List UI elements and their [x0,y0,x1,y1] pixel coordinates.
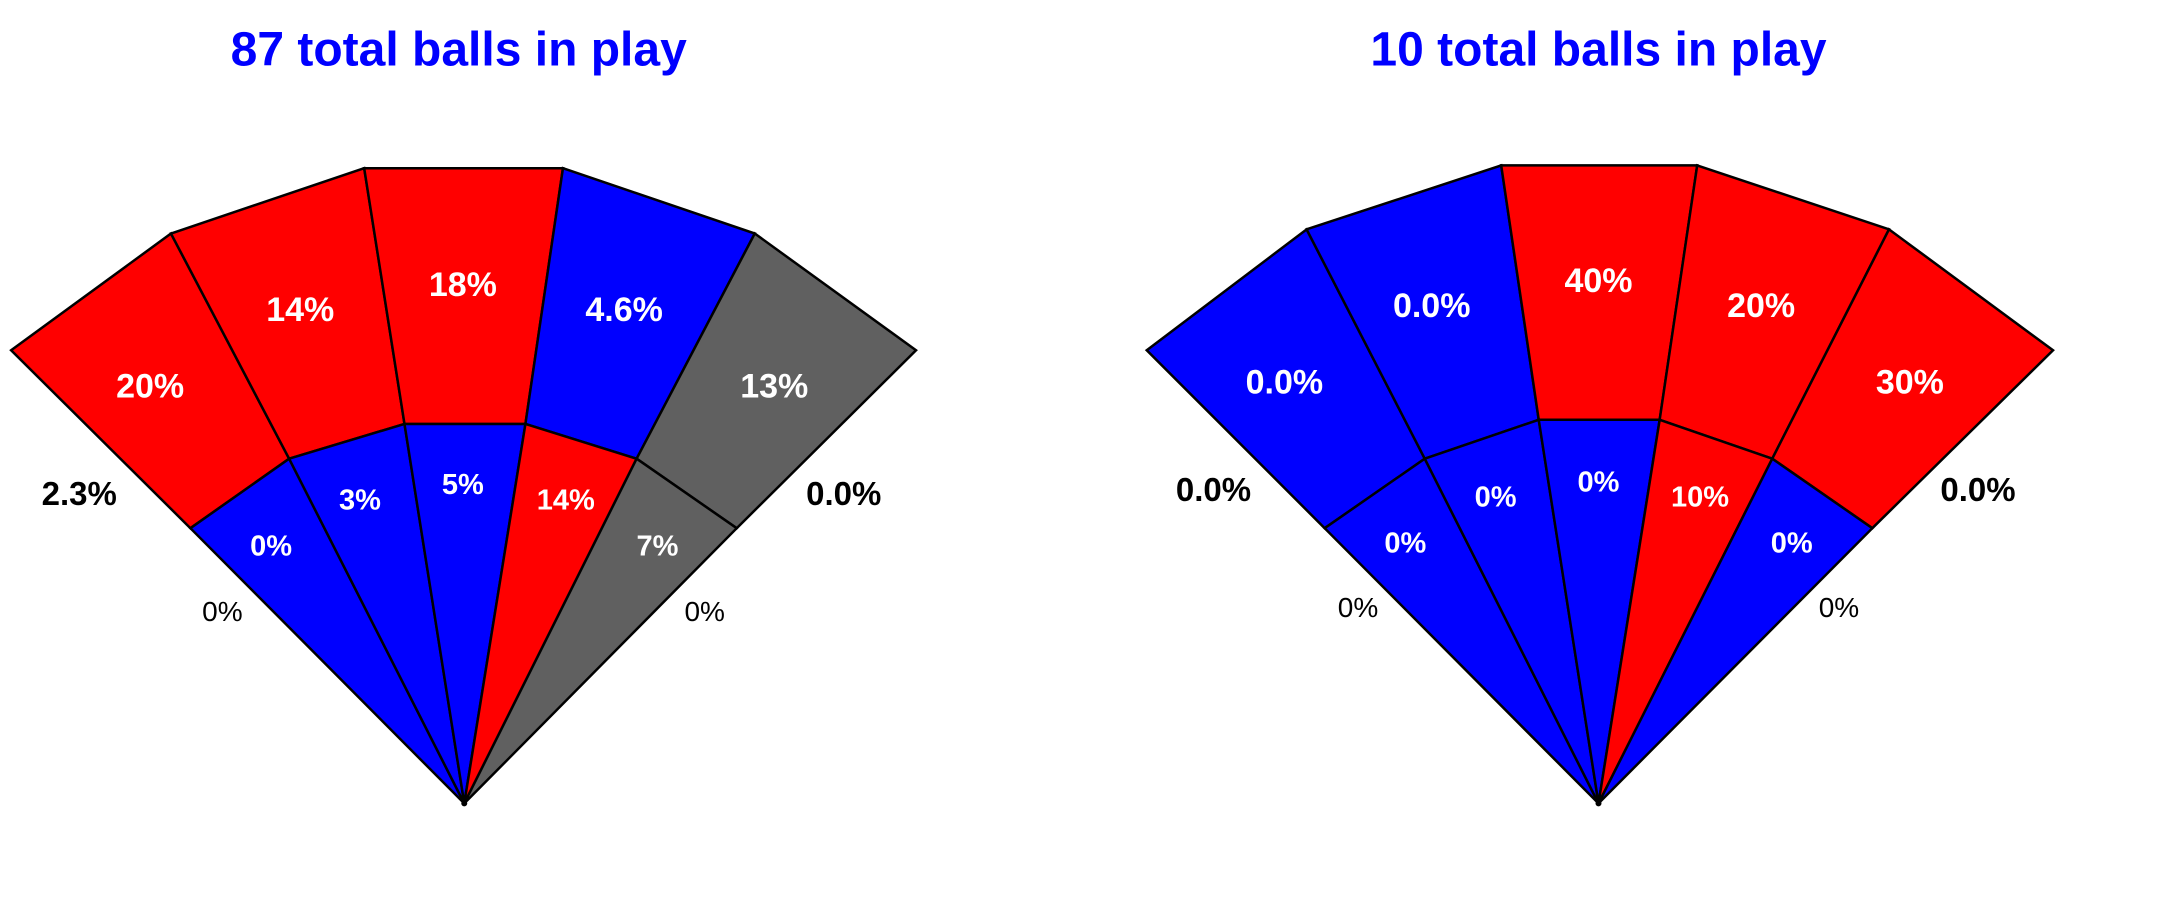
outer-zone-label-1: 20% [116,367,184,405]
foul-right-outer-label: 0.0% [806,475,881,512]
foul-right-inner-label: 0% [1819,592,1859,623]
chart-title: 87 total balls in play [231,23,687,76]
foul-left-outer-label: 2.3% [42,475,117,512]
spray-chart-left: 87 total balls in play 20% 14% 18% 4.6% 13% 0%… [9,23,918,807]
foul-left-inner-label: 0% [1338,592,1378,623]
foul-left-inner-label: 0% [202,596,242,627]
outer-zone-label-2: 14% [266,291,334,329]
inner-zone-5 [463,456,739,805]
outer-zone-label-3: 18% [429,266,497,304]
inner-zone-label-1: 0% [1384,527,1426,559]
outer-zone-label-4: 4.6% [585,291,663,329]
inner-zone-label-3: 5% [442,469,484,501]
spray-chart-right: 10 total balls in play 0.0% 0.0% 40% 20% 30% 0… [1144,23,2055,807]
outer-zone-label-3: 40% [1564,262,1632,300]
foul-right-inner-label: 0% [684,596,724,627]
inner-zone-label-2: 0% [1475,482,1517,514]
home-plate-apex [461,800,468,807]
foul-left-outer-label: 0.0% [1176,471,1251,508]
inner-zone-label-4: 14% [537,484,595,516]
inner-zone-label-3: 0% [1578,466,1620,498]
outer-zone-label-5: 30% [1876,363,1944,401]
chart-title: 10 total balls in play [1370,23,1826,76]
inner-zone-label-5: 0% [1771,527,1813,559]
inner-zone-label-5: 7% [637,530,679,562]
inner-zone-label-1: 0% [250,530,292,562]
outer-zone-label-1: 0.0% [1246,363,1324,401]
foul-right-outer-label: 0.0% [1940,471,2015,508]
inner-zone-5 [1597,456,1875,805]
outer-zone-label-4: 20% [1727,287,1795,325]
home-plate-apex [1595,800,1602,807]
inner-zone-label-4: 10% [1671,482,1729,514]
inner-zone-label-2: 3% [339,484,381,516]
outer-zone-label-2: 0.0% [1393,287,1471,325]
outer-zone-label-5: 13% [740,367,808,405]
